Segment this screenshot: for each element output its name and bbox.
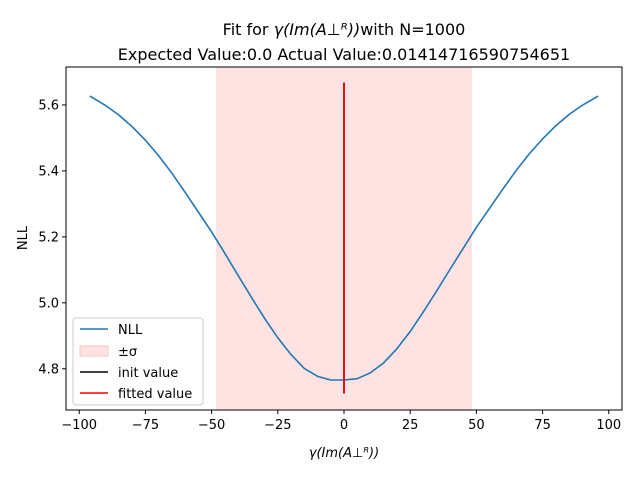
legend-swatch-sigma [79, 345, 109, 357]
x-ticks: −100 −75 −50 −25 0 25 50 75 100 [61, 410, 621, 433]
legend-label-sigma: ±σ [118, 345, 137, 360]
legend-label-init: init value [118, 366, 178, 381]
chart-title-suffix: with N=1000 [360, 20, 465, 39]
x-tick-label: 50 [468, 418, 485, 433]
x-tick-label: −100 [61, 418, 97, 433]
legend-label-nll: NLL [118, 323, 143, 338]
x-tick-label: −50 [198, 418, 225, 433]
legend-box [72, 317, 204, 406]
y-ticks: 4.8 5.0 5.2 5.4 5.6 [38, 98, 66, 377]
x-tick-label: −75 [132, 418, 159, 433]
legend: NLL ±σ init value fitted value [72, 317, 204, 406]
chart-title-symbol: γ(Im(A⊥ᴿ)) [274, 20, 361, 39]
x-tick-label: 100 [596, 418, 621, 433]
x-tick-label: 75 [534, 418, 551, 433]
x-tick-label: −25 [264, 418, 291, 433]
x-tick-label: 0 [340, 418, 348, 433]
y-axis-label: NLL [16, 225, 31, 250]
x-tick-label: 25 [402, 418, 419, 433]
chart-title-line1: Fit for γ(Im(A⊥ᴿ))with N=1000 [223, 20, 466, 39]
x-axis-label: γ(Im(A⊥ᴿ)) [309, 446, 379, 461]
y-tick-label: 5.6 [38, 98, 59, 113]
y-tick-label: 4.8 [38, 362, 59, 377]
chart-title-prefix: Fit for [223, 20, 274, 39]
chart-title-line2: Expected Value:0.0 Actual Value:0.014147… [118, 45, 570, 64]
y-tick-label: 5.4 [38, 164, 59, 179]
y-tick-label: 5.0 [38, 296, 59, 311]
legend-label-fitted: fitted value [118, 387, 192, 402]
y-tick-label: 5.2 [38, 230, 59, 245]
